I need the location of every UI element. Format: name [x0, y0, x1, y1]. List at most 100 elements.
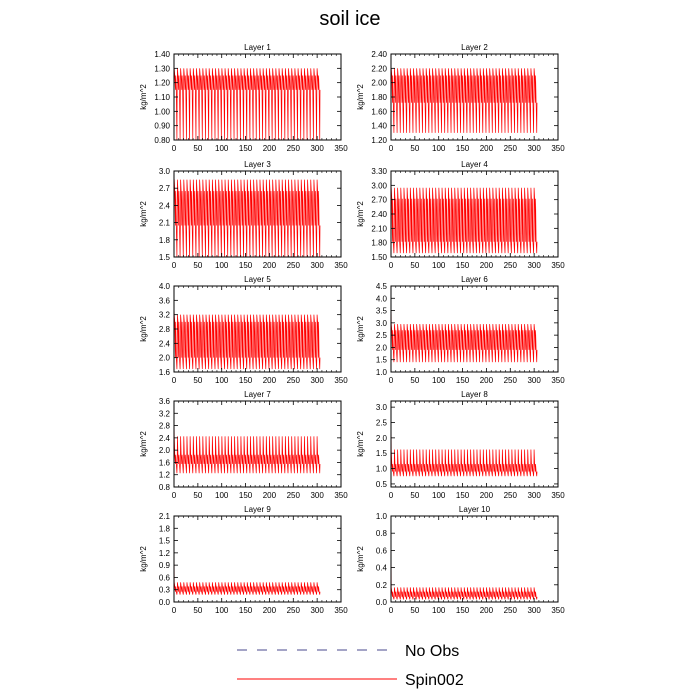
- x-tick-label: 0: [172, 376, 177, 385]
- plot-frame: [390, 285, 559, 373]
- x-tick-label: 350: [334, 376, 348, 385]
- x-tick-label: 300: [527, 144, 541, 153]
- x-tick-label: 150: [239, 606, 253, 615]
- x-tick-label: 300: [527, 376, 541, 385]
- x-tick-label: 200: [263, 606, 277, 615]
- x-tick-label: 250: [287, 491, 301, 500]
- panel-title: Layer 3: [244, 160, 271, 169]
- y-tick-label: 3.2: [159, 311, 171, 320]
- y-tick-label: 0.3: [159, 586, 171, 595]
- y-tick-label: 2.1: [159, 512, 171, 521]
- x-tick-label: 150: [456, 491, 470, 500]
- y-tick-label: 2.4: [159, 201, 171, 210]
- y-tick-label: 1.5: [159, 537, 171, 546]
- x-tick-label: 100: [432, 144, 446, 153]
- panel-layer-8: Layer 8 kg/m^2 0 50 100 150 200 250 300 350 0.5 1.0…: [356, 390, 565, 500]
- x-tick-label: 250: [504, 491, 518, 500]
- x-tick-label: 300: [310, 491, 324, 500]
- y-tick-label: 3.2: [159, 409, 171, 418]
- x-tick-label: 100: [432, 376, 446, 385]
- x-tick-label: 0: [389, 144, 394, 153]
- x-tick-label: 50: [410, 491, 419, 500]
- y-tick-label: 2.0: [376, 343, 388, 352]
- y-tick-label: 3.0: [159, 167, 171, 176]
- y-tick-label: 3.0: [376, 319, 388, 328]
- y-tick-label: 0.80: [154, 136, 170, 145]
- x-tick-label: 200: [480, 491, 494, 500]
- x-tick-label: 350: [551, 491, 565, 500]
- y-tick-label: 0.0: [159, 598, 171, 607]
- series-line-spin002: [390, 187, 538, 254]
- panel-layer-3: Layer 3 kg/m^2 0 50 100 150 200 250 300 350 1.5 1.8…: [139, 160, 348, 270]
- x-tick-label: 200: [263, 261, 277, 270]
- series-line-spin002: [173, 67, 321, 141]
- y-tick-label: 0.6: [376, 546, 388, 555]
- y-tick-label: 1.80: [371, 93, 387, 102]
- y-tick-label: 2.4: [159, 434, 171, 443]
- y-tick-label: 2.5: [376, 331, 388, 340]
- series-line-spin002: [173, 526, 321, 595]
- x-tick-label: 300: [310, 261, 324, 270]
- y-tick-label: 1.0: [376, 465, 388, 474]
- y-axis-label: kg/m^2: [139, 84, 148, 110]
- series-line-spin002: [173, 303, 321, 370]
- x-tick-label: 250: [504, 144, 518, 153]
- y-tick-label: 1.10: [154, 93, 170, 102]
- panel-layer-4: Layer 4 kg/m^2 0 50 100 150 200 250 300 350 1.50 1.…: [356, 160, 565, 270]
- y-tick-label: 1.60: [371, 107, 387, 116]
- y-tick-label: 2.4: [159, 339, 171, 348]
- y-tick-label: 1.0: [376, 512, 388, 521]
- y-tick-label: 0.9: [159, 561, 171, 570]
- plot-frame: [173, 400, 342, 488]
- y-tick-label: 1.2: [159, 549, 171, 558]
- panel-layer-2: Layer 2 kg/m^2 0 50 100 150 200 250 300 350 1.20 1.…: [356, 43, 565, 153]
- y-tick-label: 1.40: [371, 122, 387, 131]
- y-tick-label: 1.8: [159, 524, 171, 533]
- x-tick-label: 50: [193, 261, 202, 270]
- x-tick-label: 0: [172, 491, 177, 500]
- panel-title: Layer 7: [244, 390, 271, 399]
- y-tick-label: 2.0: [376, 434, 388, 443]
- panel-title: Layer 10: [459, 505, 491, 514]
- x-tick-label: 150: [239, 144, 253, 153]
- y-axis-label: kg/m^2: [356, 84, 365, 110]
- y-tick-label: 1.5: [376, 356, 388, 365]
- plot-frame: [390, 515, 559, 603]
- x-tick-label: 300: [527, 491, 541, 500]
- x-tick-label: 350: [334, 491, 348, 500]
- x-tick-label: 150: [239, 491, 253, 500]
- x-tick-label: 350: [551, 606, 565, 615]
- panel-title: Layer 5: [244, 275, 271, 284]
- x-tick-label: 200: [263, 491, 277, 500]
- y-tick-label: 1.50: [371, 253, 387, 262]
- x-tick-label: 50: [193, 606, 202, 615]
- x-tick-label: 250: [287, 376, 301, 385]
- x-tick-label: 200: [480, 144, 494, 153]
- panel-title: Layer 8: [461, 390, 488, 399]
- y-tick-label: 1.6: [159, 458, 171, 467]
- series-line-spin002: [390, 290, 538, 363]
- x-tick-label: 350: [551, 376, 565, 385]
- plot-frame: [390, 400, 559, 488]
- series-line-spin002: [390, 522, 538, 600]
- y-axis-label: kg/m^2: [139, 546, 148, 572]
- y-tick-label: 0.2: [376, 581, 388, 590]
- x-tick-label: 350: [334, 606, 348, 615]
- x-tick-label: 150: [456, 261, 470, 270]
- panel-title: Layer 6: [461, 275, 488, 284]
- y-axis-label: kg/m^2: [139, 431, 148, 457]
- panel-layer-9: Layer 9 kg/m^2 0 50 100 150 200 250 300 350 0.0 0.3…: [139, 505, 348, 615]
- y-tick-label: 1.00: [154, 107, 170, 116]
- x-tick-label: 50: [410, 261, 419, 270]
- legend-label-1: No Obs: [405, 643, 459, 660]
- x-tick-label: 350: [551, 144, 565, 153]
- y-tick-label: 4.0: [159, 282, 171, 291]
- x-tick-label: 50: [410, 606, 419, 615]
- x-tick-label: 150: [239, 261, 253, 270]
- y-tick-label: 2.20: [371, 64, 387, 73]
- plot-frame: [173, 515, 342, 603]
- y-tick-label: 2.8: [159, 422, 171, 431]
- y-tick-label: 0.6: [159, 573, 171, 582]
- x-tick-label: 250: [504, 606, 518, 615]
